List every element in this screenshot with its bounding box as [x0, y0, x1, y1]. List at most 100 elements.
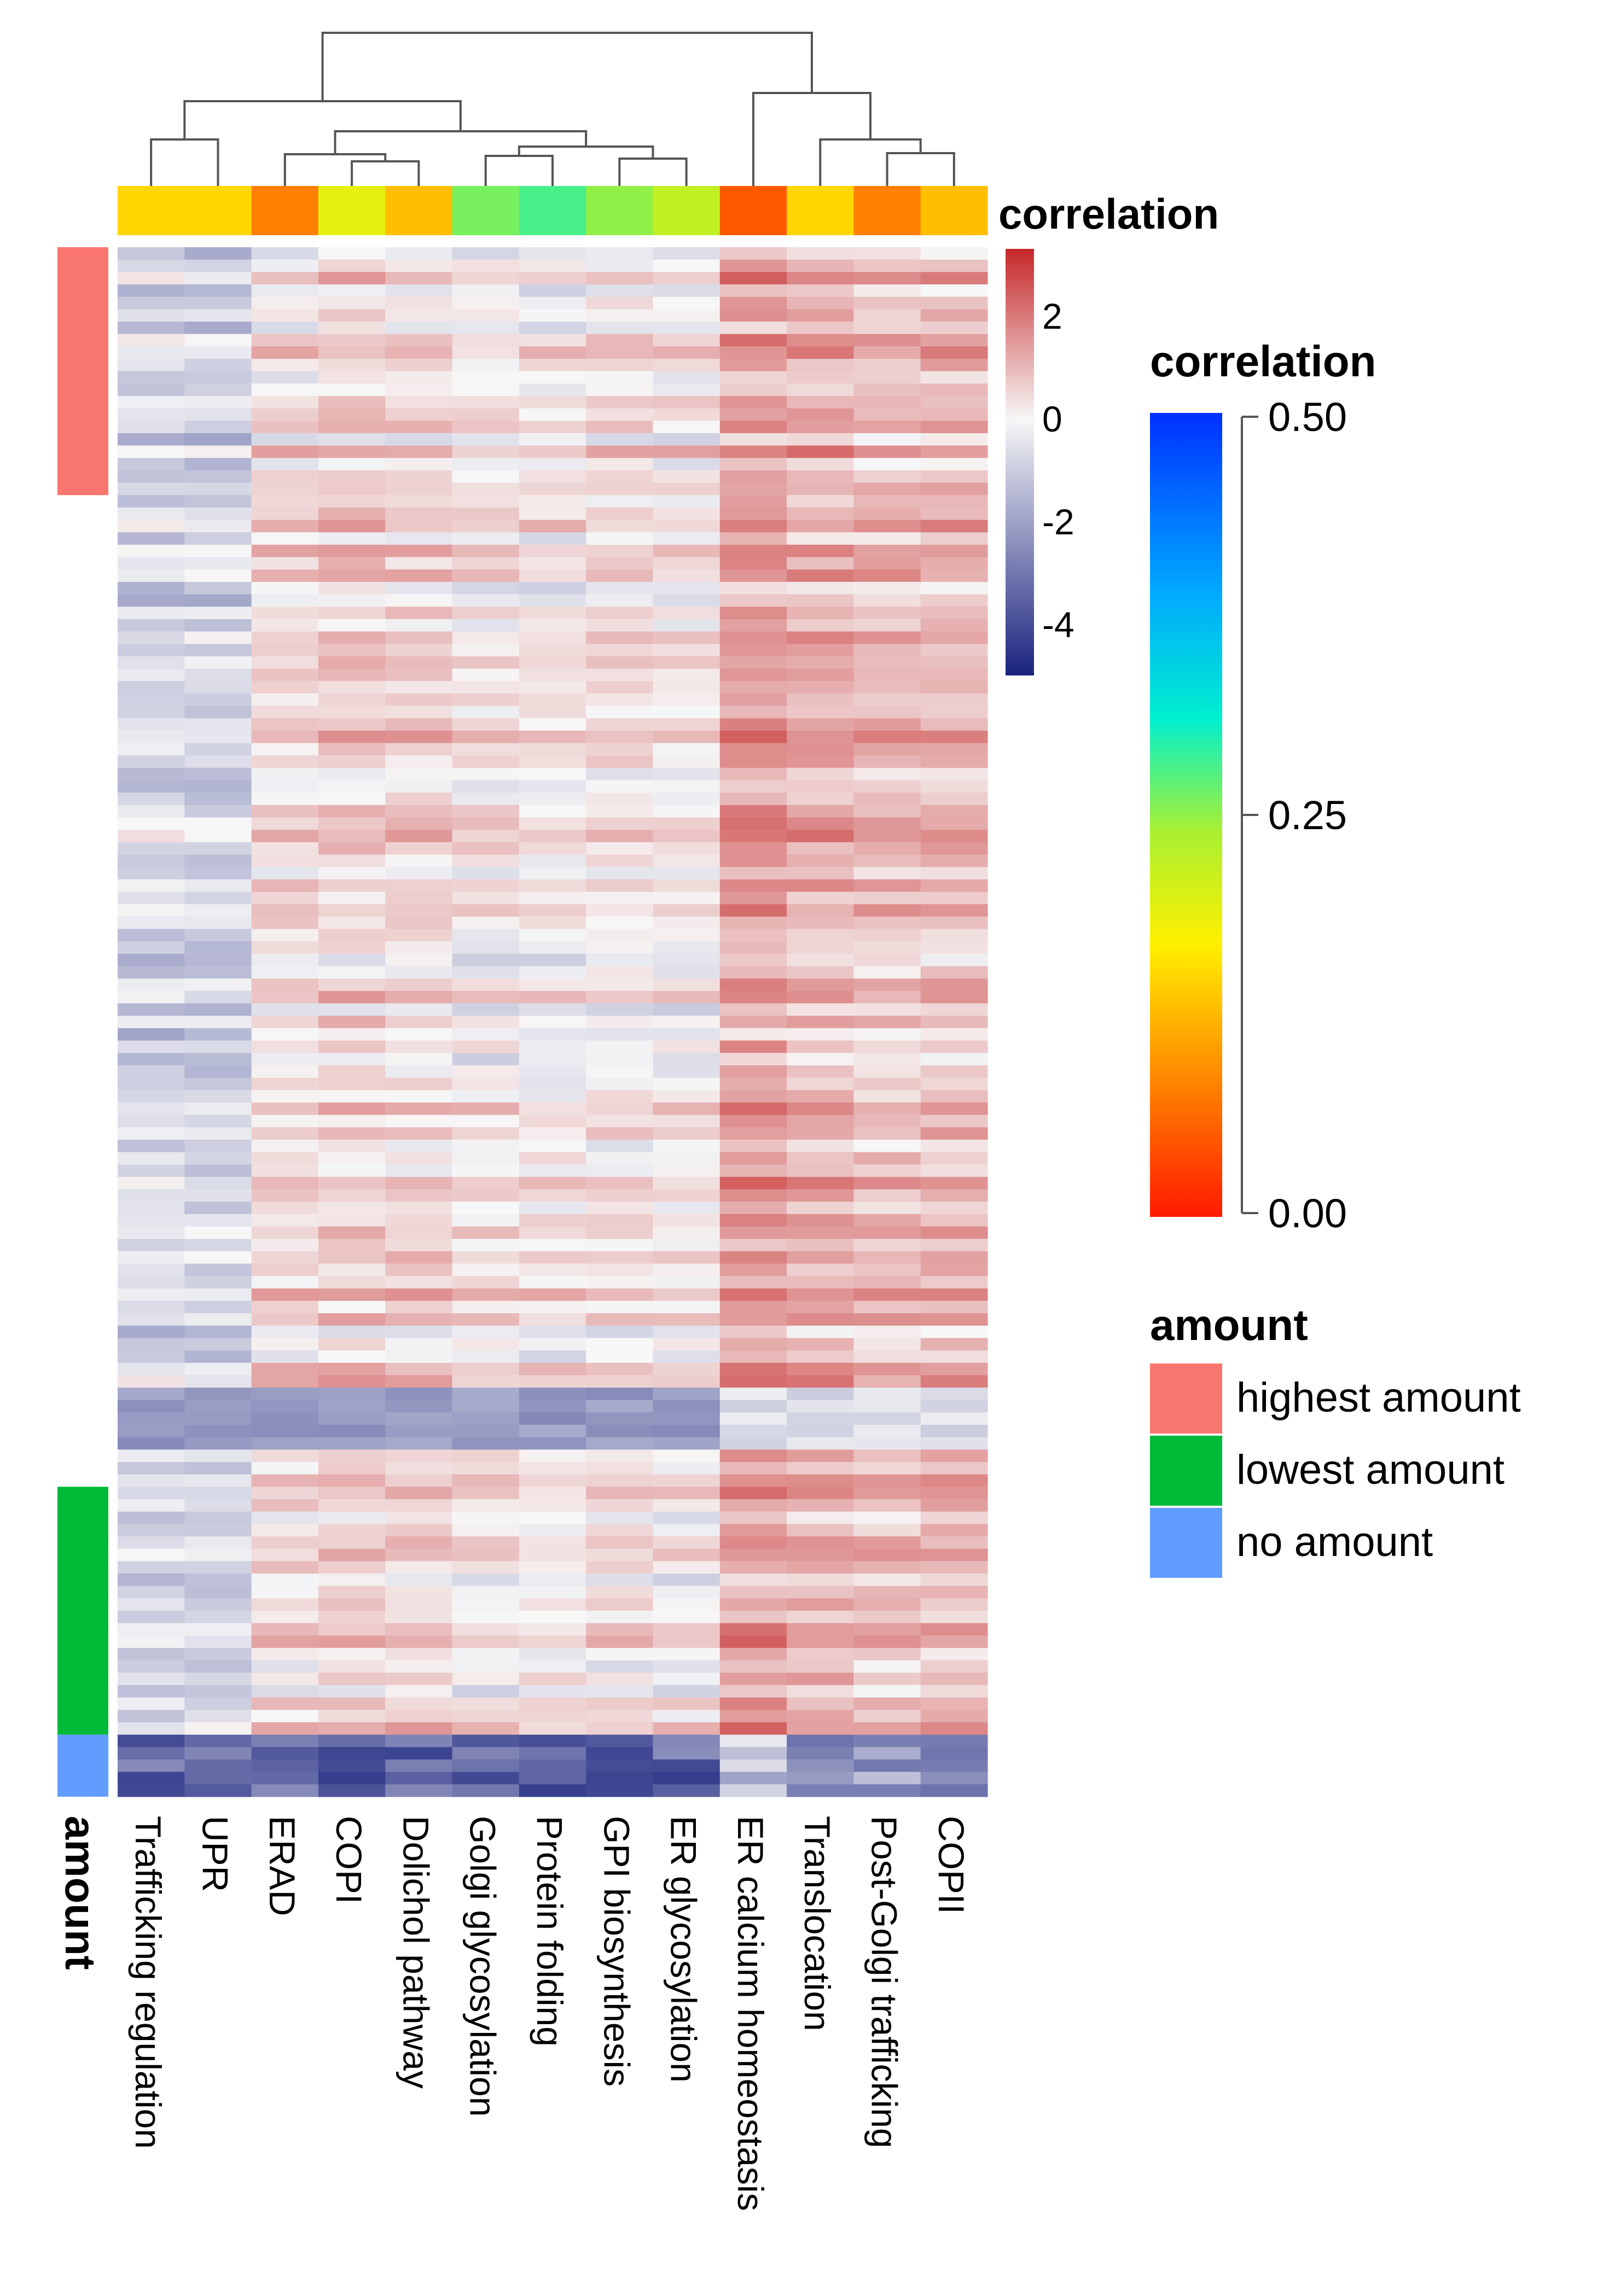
- heatmap-cell: [251, 607, 319, 620]
- heatmap-cell: [653, 482, 721, 496]
- heatmap-cell: [452, 780, 520, 793]
- heatmap-cell: [920, 1263, 988, 1277]
- heatmap-cell: [519, 706, 586, 719]
- heatmap-cell: [184, 978, 252, 992]
- heatmap-cell: [184, 706, 252, 719]
- column-label: ERAD: [262, 1816, 303, 1916]
- heatmap-cell: [251, 1003, 319, 1016]
- heatmap-cell: [318, 1784, 386, 1797]
- heatmap-cell: [586, 1400, 654, 1413]
- heatmap-cell: [853, 470, 921, 483]
- heatmap-cell: [586, 743, 654, 756]
- heatmap-cell: [184, 1288, 252, 1302]
- heatmap-cell: [184, 334, 252, 347]
- heatmap-cell: [719, 1077, 787, 1091]
- heatmap-cell: [452, 743, 520, 756]
- heatmap-cell: [653, 1635, 721, 1648]
- heatmap-cell: [184, 644, 252, 657]
- heatmap-cell: [719, 1239, 787, 1252]
- heatmap-cell: [519, 607, 586, 620]
- heatmap-cell: [853, 1635, 921, 1648]
- heatmap-cell: [251, 1127, 319, 1140]
- heatmap-cell: [452, 1771, 520, 1785]
- heatmap-cell: [452, 594, 520, 607]
- heatmap-cell: [118, 544, 185, 558]
- heatmap-cell: [118, 1102, 185, 1116]
- heatmap-cell: [853, 879, 921, 893]
- heatmap-cell: [519, 619, 586, 632]
- heatmap-cell: [787, 346, 854, 359]
- heatmap-cell: [251, 953, 319, 967]
- heatmap-cell: [920, 520, 988, 533]
- heatmap-cell: [118, 445, 185, 458]
- column-label: ER calcium homeostasis: [730, 1816, 771, 2211]
- column-labels: Trafficking regulation UPR ERAD COPI Dolicho…: [128, 1816, 972, 2211]
- heatmap-cell: [385, 557, 453, 570]
- heatmap-cell: [920, 1350, 988, 1363]
- heatmap-cell: [920, 854, 988, 867]
- heatmap-cell: [719, 1412, 787, 1425]
- heatmap-cell: [318, 792, 386, 806]
- heatmap-cell: [920, 1449, 988, 1462]
- heatmap-cell: [787, 1276, 854, 1289]
- heatmap-cell: [385, 1251, 453, 1264]
- heatmap-cell: [184, 507, 252, 521]
- heatmap-cell: [787, 1115, 854, 1128]
- heatmap-cell: [853, 953, 921, 967]
- heatmap-cell: [318, 1040, 386, 1053]
- heatmap-cell: [519, 1301, 586, 1314]
- heatmap-cell: [653, 1202, 721, 1215]
- amount-track-label: amount: [56, 1816, 104, 1970]
- heatmap-cell: [719, 1648, 787, 1661]
- heatmap-cell: [719, 767, 787, 781]
- heatmap-cell: [787, 532, 854, 545]
- heatmap-cell: [452, 371, 520, 384]
- heatmap-cell: [118, 681, 185, 694]
- heatmap-cell: [853, 309, 921, 322]
- heatmap-cell: [184, 1548, 252, 1561]
- heatmap-cell: [787, 371, 854, 384]
- heatmap-cell: [452, 730, 520, 744]
- heatmap-cell: [719, 1226, 787, 1239]
- heatmap-cell: [787, 1189, 854, 1202]
- heatmap-cell: [787, 1449, 854, 1462]
- heatmap-cell: [853, 1673, 921, 1686]
- heatmap-cell: [787, 1536, 854, 1549]
- heatmap-cell: [385, 334, 453, 347]
- heatmap-cell: [853, 730, 921, 744]
- heatmap-cell: [853, 1276, 921, 1289]
- heatmap-cell: [586, 1263, 654, 1277]
- heatmap-cell: [318, 1388, 386, 1401]
- heatmap-cell: [853, 1053, 921, 1066]
- correlation-annotation-cell: [586, 186, 654, 235]
- heatmap-cell: [118, 1425, 185, 1438]
- heatmap-cell: [385, 421, 453, 434]
- heatmap-cell: [787, 730, 854, 744]
- heatmap-cell: [318, 1623, 386, 1636]
- heatmap-cell: [787, 1586, 854, 1599]
- heatmap-cell: [184, 309, 252, 322]
- heatmap-cell: [184, 1400, 252, 1413]
- heatmap-cell: [118, 668, 185, 681]
- heatmap-cell: [853, 1722, 921, 1735]
- heatmap-cell: [118, 247, 185, 260]
- heatmap-cell: [653, 1350, 721, 1363]
- heatmap-cell: [920, 532, 988, 545]
- heatmap-cell: [920, 1362, 988, 1376]
- heatmap-cell: [519, 1003, 586, 1016]
- heatmap-cell: [452, 581, 520, 595]
- heatmap-cell: [251, 1548, 319, 1561]
- heatmap-cell: [118, 458, 185, 471]
- heatmap-cell: [118, 421, 185, 434]
- heatmap-cell: [787, 445, 854, 458]
- heatmap-cell: [385, 941, 453, 954]
- heatmap-cell: [118, 879, 185, 893]
- heatmap-cell: [251, 371, 319, 384]
- heatmap-cell: [653, 1214, 721, 1227]
- heatmap-cell: [586, 1449, 654, 1462]
- heatmap-cell: [853, 1710, 921, 1723]
- heatmap-cell: [184, 1053, 252, 1066]
- heatmap-cell: [318, 619, 386, 632]
- heatmap-cell: [452, 259, 520, 272]
- heatmap-cell: [853, 1685, 921, 1698]
